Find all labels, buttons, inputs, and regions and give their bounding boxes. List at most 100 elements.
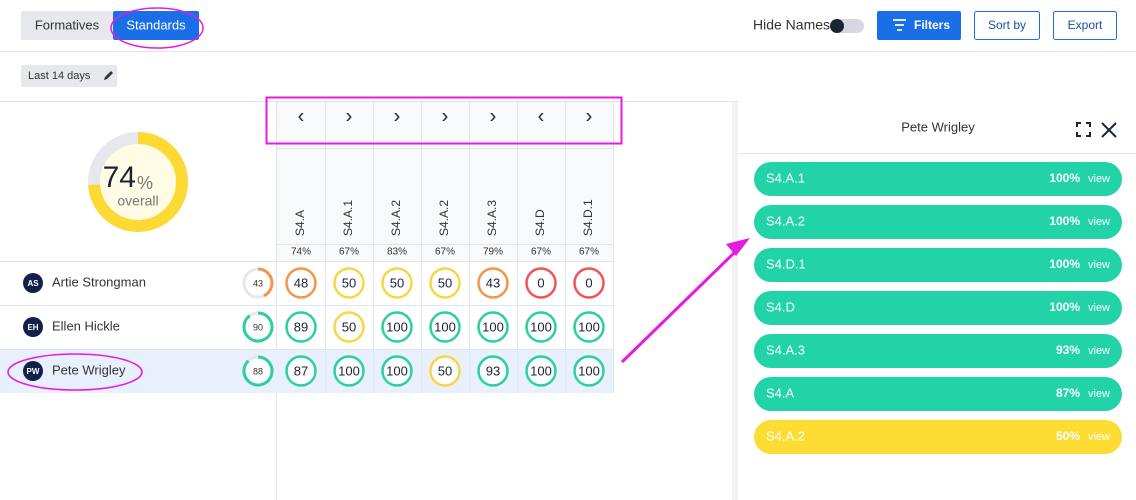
- score-value: 43: [486, 275, 500, 290]
- score-ring: [477, 311, 509, 343]
- score-value: 50: [342, 275, 356, 290]
- avg-value: 88: [253, 366, 263, 376]
- score-value: 100: [578, 319, 600, 334]
- view-link[interactable]: view: [1088, 216, 1110, 228]
- score-value: 100: [530, 363, 552, 378]
- standard-pct: 87%: [1056, 386, 1080, 400]
- standard-pct: 100%: [1049, 214, 1080, 228]
- score-ring: [285, 267, 317, 299]
- standard-row: [754, 420, 1122, 454]
- score-ring: [381, 355, 413, 387]
- score-value: 89: [294, 319, 308, 334]
- score-ring: [525, 311, 557, 343]
- close-icon[interactable]: [1101, 122, 1117, 138]
- export-button[interactable]: [1053, 11, 1117, 40]
- avatar-initials: AS: [27, 279, 39, 288]
- avatar: [23, 317, 43, 337]
- score-ring: [525, 267, 557, 299]
- score-value: 50: [390, 275, 404, 290]
- annotation-box: [265, 96, 623, 145]
- column-arrow: ›: [346, 105, 353, 127]
- standard-pct: 100%: [1049, 257, 1080, 271]
- score-ring: [429, 267, 461, 299]
- avatar: [23, 273, 43, 293]
- standard-name: S4.A: [766, 385, 795, 400]
- sort-button[interactable]: [974, 11, 1040, 40]
- date-chip[interactable]: [21, 65, 117, 87]
- score-ring: [429, 355, 461, 387]
- standard-pct: 50%: [1056, 429, 1080, 443]
- column-pct: 67%: [435, 247, 455, 258]
- standard-pct: 100%: [1049, 300, 1080, 314]
- tab-label: Formatives: [35, 17, 100, 32]
- column-name: S4.D.1: [581, 199, 595, 236]
- tab-formatives[interactable]: [21, 11, 113, 40]
- tab-standards[interactable]: [113, 11, 199, 40]
- view-link[interactable]: view: [1088, 259, 1110, 271]
- score-ring: [573, 311, 605, 343]
- overall-label: overall: [117, 193, 158, 209]
- hide-names-label: Hide Names: [753, 17, 830, 33]
- avg-arc: [242, 311, 274, 343]
- score-ring: [573, 355, 605, 387]
- column-arrow: ›: [442, 105, 449, 127]
- column-name: S4.A.1: [341, 200, 355, 236]
- date-label: Last 14 days: [28, 70, 91, 82]
- overall-inner: [94, 138, 182, 226]
- avg-arc: [257, 267, 274, 298]
- standard-name: S4.A.1: [766, 170, 805, 185]
- standard-row: [754, 162, 1122, 196]
- button-label: Export: [1068, 18, 1103, 32]
- standard-row: [754, 334, 1122, 368]
- panel-shadow: [732, 102, 740, 500]
- column-pct: 74%: [291, 247, 311, 258]
- student-name: Pete Wrigley: [52, 362, 126, 377]
- score-ring: [381, 267, 413, 299]
- score-ring: [285, 311, 317, 343]
- standard-name: S4.D: [766, 299, 795, 314]
- button-label: Sort by: [988, 18, 1026, 32]
- annotation-arrow: [620, 250, 737, 364]
- filters-button[interactable]: [877, 11, 961, 40]
- expand-icon[interactable]: [1076, 122, 1091, 137]
- avatar-initials: EH: [27, 323, 38, 332]
- score-ring: [477, 267, 509, 299]
- score-value: 93: [486, 363, 500, 378]
- score-ring: [333, 311, 365, 343]
- student-name: Artie Strongman: [52, 274, 146, 289]
- standard-name: S4.A.2: [766, 428, 805, 443]
- score-value: 50: [438, 363, 452, 378]
- score-value: 100: [338, 363, 360, 378]
- standard-name: S4.D.1: [766, 256, 806, 271]
- score-value: 100: [578, 363, 600, 378]
- view-link[interactable]: view: [1088, 173, 1110, 185]
- score-ring: [381, 311, 413, 343]
- score-ring: [477, 355, 509, 387]
- view-link[interactable]: view: [1088, 345, 1110, 357]
- panel-title: Pete Wrigley: [901, 119, 975, 134]
- column-name: S4.A: [293, 210, 307, 236]
- avg-value: 90: [253, 322, 263, 332]
- view-link[interactable]: view: [1088, 431, 1110, 443]
- view-link[interactable]: view: [1088, 388, 1110, 400]
- score-ring: [285, 355, 317, 387]
- column-name: S4.A.3: [485, 200, 499, 236]
- score-ring: [525, 355, 557, 387]
- overall-arc: [88, 132, 188, 232]
- view-link[interactable]: view: [1088, 302, 1110, 314]
- student-name: Ellen Hickle: [52, 318, 120, 333]
- column-name: S4.D: [533, 209, 547, 236]
- score-value: 50: [438, 275, 452, 290]
- column-arrow: ›: [490, 105, 497, 127]
- annotation-ellipse: [110, 7, 204, 49]
- toggle-knob: [830, 19, 844, 33]
- avg-arc: [242, 355, 274, 387]
- standard-name: S4.A.2: [766, 213, 805, 228]
- column-pct: 67%: [579, 247, 599, 258]
- column-arrow: ›: [394, 105, 401, 127]
- tab-label: Standards: [126, 17, 186, 32]
- column-name: S4.A.2: [437, 200, 451, 236]
- score-value: 100: [482, 319, 504, 334]
- avg-value: 43: [253, 278, 263, 288]
